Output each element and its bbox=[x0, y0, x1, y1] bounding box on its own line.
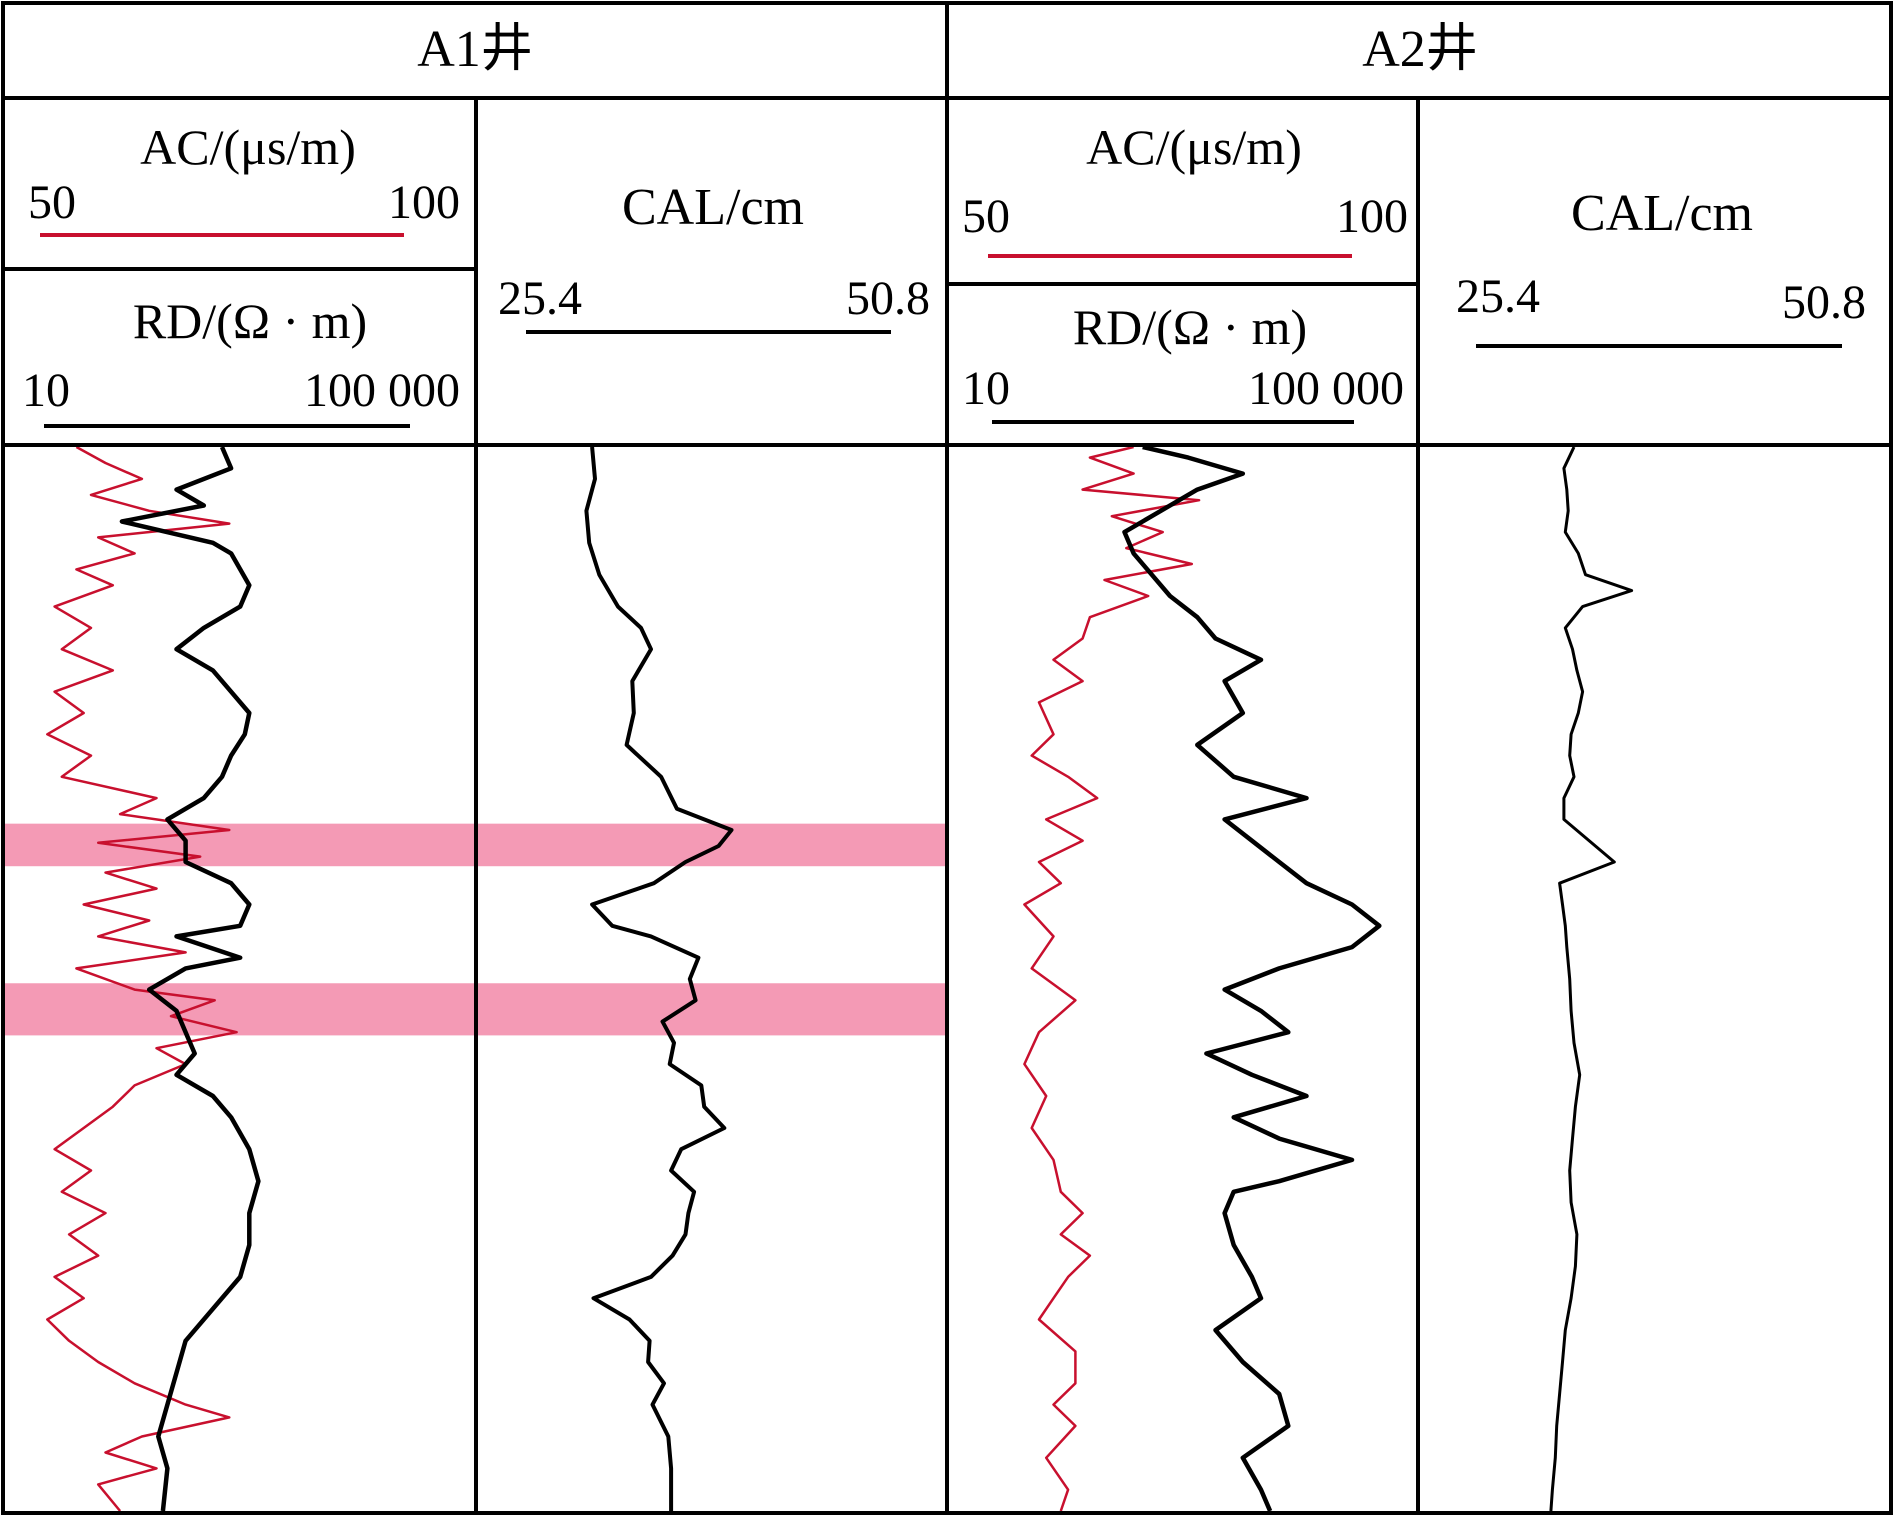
a2-ac-label: AC/(μs/m) bbox=[1086, 119, 1302, 175]
a1-cal-max: 50.8 bbox=[846, 272, 930, 325]
a1-cal-label: CAL/cm bbox=[622, 179, 804, 236]
a2-ac-min: 50 bbox=[962, 190, 1010, 243]
a2-rd-min: 10 bbox=[962, 362, 1010, 415]
a1-rd-min: 10 bbox=[22, 364, 70, 417]
a2-cal-max: 50.8 bbox=[1782, 276, 1866, 329]
a1-ac-label: AC/(μs/m) bbox=[140, 119, 356, 175]
a2-cal-min: 25.4 bbox=[1456, 270, 1540, 323]
well-title-a2: A2井 bbox=[1362, 21, 1478, 78]
well-title-a1: A1井 bbox=[417, 21, 533, 78]
a2-rd-label: RD/(Ω · m) bbox=[1073, 299, 1307, 355]
a2-cal-curve bbox=[1549, 446, 1634, 1512]
a2-cal-label: CAL/cm bbox=[1571, 185, 1753, 242]
a1-ac-max: 100 bbox=[388, 176, 460, 229]
curve-layer bbox=[46, 444, 1634, 1512]
a1-cal-min: 25.4 bbox=[498, 272, 582, 325]
a1-rd-label: RD/(Ω · m) bbox=[133, 293, 367, 349]
a1-cal-curve bbox=[584, 446, 734, 1511]
a1-rd-curve bbox=[119, 446, 261, 1512]
a1-ac-curve bbox=[46, 445, 238, 1512]
a2-ac-max: 100 bbox=[1336, 190, 1408, 243]
a2-rd-curve bbox=[1122, 444, 1382, 1512]
a2-rd-max: 100 000 bbox=[1248, 362, 1404, 415]
a1-ac-min: 50 bbox=[28, 176, 76, 229]
a1-rd-max: 100 000 bbox=[304, 364, 460, 417]
a2-ac-curve bbox=[1023, 445, 1201, 1512]
